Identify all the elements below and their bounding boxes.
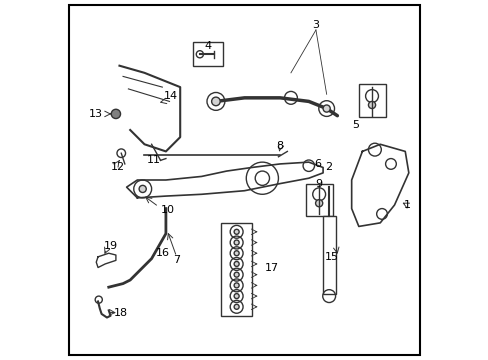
Circle shape bbox=[323, 105, 329, 112]
Circle shape bbox=[234, 283, 239, 288]
Text: 19: 19 bbox=[103, 241, 117, 251]
Text: 3: 3 bbox=[312, 19, 319, 30]
Circle shape bbox=[139, 185, 146, 193]
Text: 12: 12 bbox=[110, 162, 124, 172]
Text: 13: 13 bbox=[89, 109, 103, 119]
Text: 11: 11 bbox=[146, 156, 160, 165]
Text: 7: 7 bbox=[173, 255, 180, 265]
Bar bbox=[323, 216, 335, 294]
Polygon shape bbox=[126, 162, 323, 198]
Circle shape bbox=[315, 200, 322, 207]
Text: 2: 2 bbox=[324, 162, 331, 172]
Circle shape bbox=[234, 251, 239, 256]
Text: 5: 5 bbox=[351, 120, 358, 130]
Text: 18: 18 bbox=[114, 308, 128, 318]
Text: 16: 16 bbox=[155, 248, 169, 258]
Bar bbox=[192, 42, 223, 66]
Circle shape bbox=[234, 294, 239, 298]
Text: 6: 6 bbox=[314, 159, 321, 169]
Text: 8: 8 bbox=[276, 141, 283, 151]
Circle shape bbox=[234, 304, 239, 309]
Text: 15: 15 bbox=[325, 252, 338, 262]
Text: 17: 17 bbox=[265, 262, 279, 273]
Circle shape bbox=[234, 272, 239, 277]
Circle shape bbox=[234, 229, 239, 234]
Circle shape bbox=[234, 240, 239, 245]
Text: 1: 1 bbox=[403, 200, 410, 210]
Circle shape bbox=[211, 97, 220, 106]
Text: 10: 10 bbox=[161, 205, 174, 215]
Text: 9: 9 bbox=[314, 179, 322, 189]
Circle shape bbox=[234, 261, 239, 266]
Text: 4: 4 bbox=[203, 41, 211, 51]
Circle shape bbox=[111, 109, 121, 118]
Text: 14: 14 bbox=[164, 91, 178, 101]
Bar bbox=[358, 84, 385, 117]
Circle shape bbox=[367, 102, 375, 109]
Bar bbox=[221, 223, 251, 316]
Bar bbox=[305, 184, 332, 216]
Polygon shape bbox=[96, 253, 116, 267]
